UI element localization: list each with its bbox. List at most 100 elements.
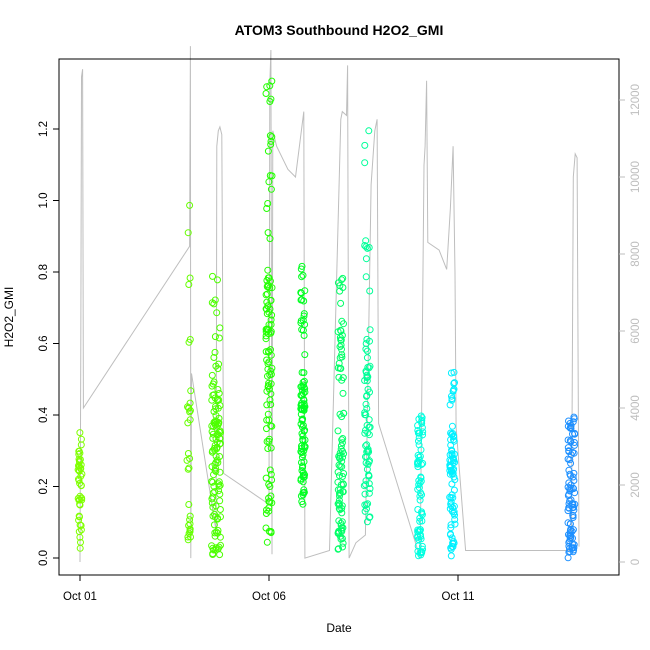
data-point <box>571 429 579 437</box>
data-point <box>566 497 574 505</box>
data-point <box>449 469 457 477</box>
data-point <box>300 427 308 435</box>
data-point <box>362 237 370 245</box>
data-point <box>262 510 270 517</box>
data-point <box>365 471 373 479</box>
data-point <box>212 452 220 460</box>
data-point <box>268 172 276 180</box>
data-point <box>334 486 342 494</box>
data-point <box>418 509 426 517</box>
data-point <box>298 296 306 304</box>
data-point <box>215 360 223 368</box>
data-point <box>186 520 194 528</box>
data-point <box>335 505 343 513</box>
data-point <box>447 545 455 553</box>
data-point <box>215 389 223 397</box>
data-point <box>337 535 345 543</box>
data-point <box>334 529 342 536</box>
data-point <box>300 332 308 339</box>
series-group <box>446 368 459 560</box>
data-point <box>262 332 270 340</box>
data-point <box>298 406 305 414</box>
data-point <box>215 420 223 428</box>
data-point <box>415 552 422 560</box>
series-group <box>414 412 427 560</box>
data-point <box>184 450 192 457</box>
data-point <box>75 516 83 524</box>
data-point <box>265 504 273 512</box>
data-point <box>447 531 454 539</box>
data-point <box>267 316 275 324</box>
data-point <box>211 529 219 537</box>
data-point <box>268 284 276 292</box>
y-axis-label: H2O2_GMI <box>2 287 16 348</box>
data-point <box>363 354 371 362</box>
data-point <box>268 77 276 85</box>
data-point <box>209 544 217 552</box>
data-point <box>213 309 221 317</box>
data-point <box>185 404 193 412</box>
data-point <box>569 448 577 456</box>
data-point <box>361 141 369 149</box>
data-point <box>363 441 371 449</box>
data-point <box>297 289 305 296</box>
data-point <box>337 445 345 453</box>
data-point <box>362 340 370 347</box>
data-point <box>447 552 455 560</box>
data-point <box>449 386 457 394</box>
series-group <box>334 274 348 553</box>
y-tick-label: 1.2 <box>38 121 50 137</box>
data-point <box>450 509 458 517</box>
data-point <box>338 457 346 465</box>
y-tick-label: 0.2 <box>38 479 50 495</box>
data-point <box>335 496 343 504</box>
data-point <box>297 383 305 391</box>
data-point <box>447 441 455 449</box>
data-point <box>186 336 194 343</box>
y-tick-label: 0.0 <box>38 550 50 566</box>
data-point <box>210 300 218 308</box>
data-point <box>336 343 344 351</box>
data-point <box>264 445 272 452</box>
data-point <box>337 519 345 527</box>
data-point <box>300 297 308 305</box>
data-point <box>415 484 423 492</box>
data-point <box>262 524 270 532</box>
data-point <box>186 274 194 282</box>
data-point <box>336 490 343 498</box>
data-point <box>447 524 455 532</box>
data-point <box>209 489 217 497</box>
data-point <box>75 466 83 474</box>
data-point <box>300 377 308 385</box>
data-point <box>363 453 371 461</box>
data-point <box>215 482 223 490</box>
data-point <box>267 470 275 478</box>
data-point <box>361 411 369 419</box>
data-point <box>77 538 84 546</box>
data-point <box>337 341 345 349</box>
data-point <box>208 428 216 436</box>
data-point <box>301 436 309 444</box>
data-point <box>214 276 221 284</box>
data-point <box>361 377 369 384</box>
series-group <box>208 272 224 559</box>
data-point <box>300 310 308 318</box>
series-group <box>262 77 276 546</box>
data-point <box>208 382 216 390</box>
data-point <box>338 463 346 471</box>
data-point <box>216 506 224 513</box>
data-point <box>449 537 457 545</box>
data-point <box>339 539 347 547</box>
data-point <box>211 333 219 341</box>
data-point <box>212 528 220 536</box>
data-point <box>564 444 572 452</box>
data-point <box>338 351 346 359</box>
data-point <box>566 470 574 478</box>
data-point <box>565 539 573 546</box>
data-point <box>267 141 275 148</box>
data-point <box>76 492 84 500</box>
data-point <box>266 483 274 490</box>
data-point <box>185 522 193 529</box>
data-point <box>186 525 194 533</box>
series-group <box>297 262 309 508</box>
